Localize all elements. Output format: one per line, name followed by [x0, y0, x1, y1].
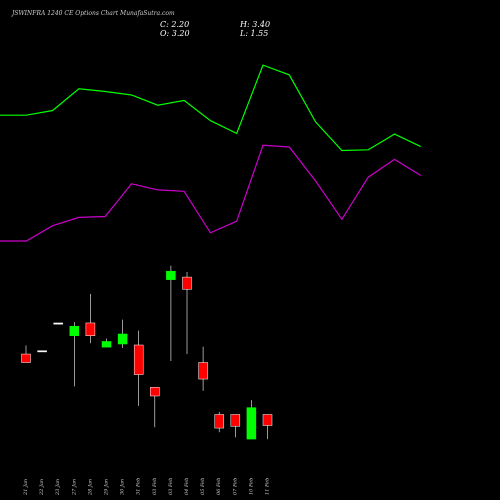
x-tick-label: 29 Jan [104, 479, 110, 496]
candle-body [53, 322, 63, 325]
candles [21, 265, 273, 440]
x-tick-label: 04 Feb [184, 478, 190, 495]
candle-body [246, 407, 257, 440]
x-tick-label: 11 Feb [265, 478, 271, 495]
candle-body [150, 387, 160, 397]
candle-body [182, 276, 192, 290]
x-tick-label: 23 Jan [55, 479, 61, 496]
x-tick-label: 30 Jan [120, 479, 126, 495]
candle-body [69, 326, 80, 337]
candle-body [101, 341, 112, 348]
open-value: O: 3.20 [160, 29, 190, 38]
x-tick-label: 21 Jan [23, 479, 29, 496]
x-tick-label: 06 Feb [216, 478, 222, 495]
candle-body [198, 362, 208, 380]
x-tick-label: 10 Feb [248, 478, 254, 495]
candle-body [166, 270, 176, 280]
candle-body [262, 414, 273, 426]
candle-body [117, 333, 128, 345]
x-tick-label: 22 Jan [39, 479, 45, 496]
close-value: C: 2.20 [160, 20, 189, 29]
x-tick-label: 27 Jan [71, 479, 77, 496]
candle-body [133, 344, 144, 375]
candle-body [230, 414, 241, 427]
x-tick-label: 05 Feb [200, 478, 206, 495]
x-tick-label: 28 Jan [87, 479, 93, 496]
x-tick-label: 31 Feb [136, 478, 142, 495]
x-tick-label: 03 Feb [168, 478, 174, 495]
lower-band-line [0, 144, 422, 242]
candle-body [85, 322, 96, 337]
high-value: H: 3.40 [239, 20, 270, 29]
x-tick-label: 03 Feb [152, 478, 158, 495]
x-tick-label: 07 Feb [232, 478, 238, 495]
low-value: L: 1.55 [239, 29, 268, 38]
chart-title: JSWINFRA 1240 CE Options Chart MunafaSut… [10, 10, 175, 17]
candle-body [21, 353, 31, 363]
band-lines [0, 64, 422, 242]
candle-body [214, 414, 224, 429]
x-axis-ticks: 21 Jan 22 Jan 23 Jan 27 Jan 28 Jan 29 Jan 30 J… [23, 478, 271, 496]
candle-body [37, 350, 47, 353]
upper-band-line [0, 64, 422, 152]
